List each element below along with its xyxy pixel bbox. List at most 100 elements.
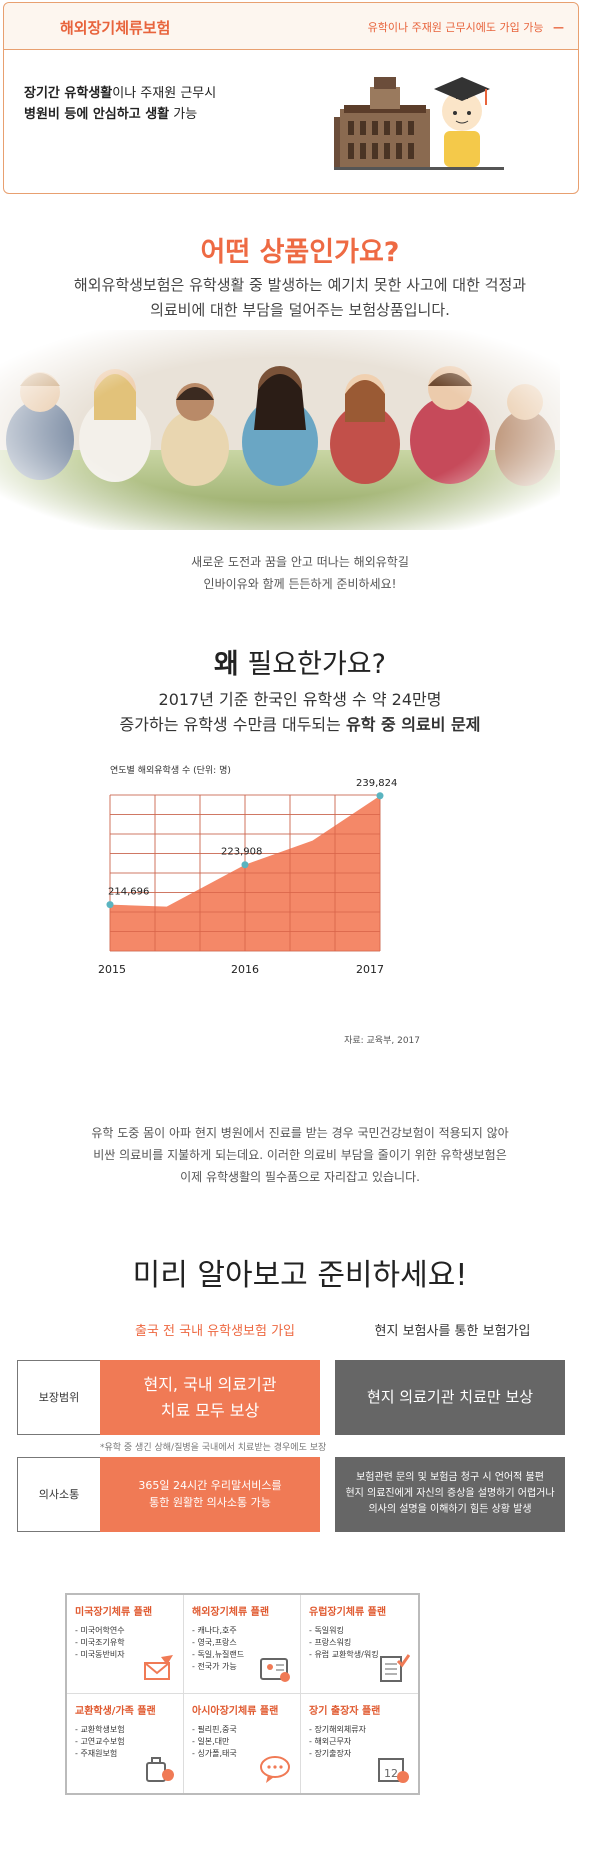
university-graduate-illustration — [334, 77, 504, 170]
communication-local-box: 보험관련 문의 및 보험금 청구 시 언어적 불편 현지 의료진에게 자신의 증… — [335, 1457, 565, 1532]
chart-x-tick-label: 2016 — [231, 963, 259, 976]
chart-point — [241, 861, 249, 869]
communication-domestic-box: 365일 24시간 우리말서비스를 통한 원활한 의사소통 가능 — [100, 1457, 320, 1532]
desc-line1-rest: 이나 주재원 근무시 — [112, 86, 217, 101]
plan-item: 전국가 가능 — [192, 1661, 244, 1673]
students-photo — [0, 330, 560, 530]
plan-item: 미국동반비자 — [75, 1649, 124, 1661]
plan-item: 캐나다,호주 — [192, 1625, 244, 1637]
id-card-icon — [258, 1653, 292, 1685]
plan-item: 교환학생보험 — [75, 1724, 124, 1736]
product-desc-line1: 해외유학생보험은 유학생활 중 발생하는 예기치 못한 사고에 대한 걱정과 — [73, 276, 527, 294]
coverage-note: *유학 중 생긴 상해/질병을 국내에서 치료받는 경우에도 보장 — [100, 1443, 327, 1453]
plan-title: 장기 출장자 플랜 — [309, 1706, 381, 1717]
minus-icon[interactable]: — — [553, 21, 564, 34]
plan-item: 고연교수보험 — [75, 1736, 124, 1748]
top-card: 해외장기체류보험 유학이나 주재원 근무시에도 가입 가능 — 장기간 유학생활… — [3, 2, 579, 194]
chart-x-tick-label: 2015 — [98, 963, 126, 976]
section-compare-title: 미리 알아보고 준비하세요! — [132, 1258, 468, 1293]
students-area-chart: 연도별 해외유학생 수 (단위: 명) 214,696 223,908 239,82… — [98, 764, 420, 1046]
row-label-communication: 의사소통 — [17, 1457, 101, 1532]
chart-point — [106, 901, 114, 909]
plan-item: 주재원보험 — [75, 1748, 125, 1760]
why-desc-line2-bold: 유학 중 의료비 문제 — [345, 715, 481, 734]
chart-x-tick-label: 2017 — [356, 963, 384, 976]
compare-col-local: 현지 보험사를 통한 보험가입 — [374, 1324, 531, 1339]
plan-title: 해외장기체류 플랜 — [192, 1607, 270, 1618]
product-caption-line2: 인바이유와 함께 든든하게 준비하세요! — [203, 577, 397, 591]
plan-card[interactable]: 교환학생/가족 플랜교환학생보험고연교수보험주재원보험 — [67, 1694, 184, 1793]
svg-text:12: 12 — [384, 1767, 398, 1780]
chart-x-labels: 2015 2016 2017 — [98, 963, 384, 976]
top-card-subtitle: 유학이나 주재원 근무시에도 가입 가능 — — [368, 19, 564, 35]
plan-item: 영국,프랑스 — [192, 1637, 244, 1649]
coverage-local-box: 현지 의료기관 치료만 보상 — [335, 1360, 565, 1435]
communication-domestic-line1: 365일 24시간 우리말서비스를 — [138, 1479, 282, 1492]
chart-data-label: 239,824 — [356, 778, 397, 789]
why-title-bold: 왜 — [214, 649, 239, 680]
plan-items: 미국어학연수미국조기유학미국동반비자 — [75, 1625, 124, 1661]
communication-local-line3: 의사의 설명을 이해하기 힘든 상황 발생 — [368, 1504, 532, 1515]
plan-item: 독일,뉴질랜드 — [192, 1649, 244, 1661]
product-desc-line2: 의료비에 대한 부담을 덜어주는 보험상품입니다. — [150, 301, 450, 319]
checklist-icon — [376, 1653, 411, 1685]
plan-items: 독일워킹프랑스워킹유럽 교환학생/워킹 — [309, 1625, 379, 1661]
info-line1: 유학 도중 몸이 아파 현지 병원에서 진료를 받는 경우 국민건강보험이 적용… — [91, 1126, 509, 1140]
chat-bubble-icon — [258, 1753, 292, 1785]
communication-domestic-line2: 통한 원활한 의사소통 가능 — [149, 1496, 271, 1509]
section-why-description: 2017년 기준 한국인 유학생 수 약 24만명 증가하는 유학생 수만큼 대… — [0, 687, 600, 737]
row-label-coverage: 보장범위 — [17, 1360, 101, 1435]
section-info-text: 유학 도중 몸이 아파 현지 병원에서 진료를 받는 경우 국민건강보험이 적용… — [0, 1122, 600, 1188]
envelope-plane-icon — [141, 1653, 175, 1685]
plan-item: 유럽 교환학생/워킹 — [309, 1649, 378, 1661]
plan-item: 장기해외체류자 — [309, 1724, 366, 1736]
plan-item: 미국조기유학 — [75, 1637, 124, 1649]
compare-col-domestic: 출국 전 국내 유학생보험 가입 — [134, 1324, 296, 1339]
chart-point — [376, 792, 384, 800]
plan-item: 프랑스워킹 — [309, 1637, 379, 1649]
plan-item: 장기출장자 — [309, 1748, 366, 1760]
plan-item: 싱가폴,태국 — [192, 1748, 236, 1760]
communication-local-line1: 보험관련 문의 및 보험금 청구 시 언어적 불편 — [356, 1472, 544, 1483]
plan-title: 유럽장기체류 플랜 — [309, 1607, 387, 1618]
coverage-domestic-box: 현지, 국내 의료기관 치료 모두 보상 — [100, 1360, 320, 1435]
luggage-icon — [141, 1753, 175, 1785]
plan-item: 독일워킹 — [309, 1625, 379, 1637]
top-card-title: 해외장기체류보험 — [60, 19, 171, 37]
section-product-title: 어떤 상품인가요? — [200, 237, 400, 268]
chart-data-label: 214,696 — [108, 887, 149, 898]
chart-title: 연도별 해외유학생 수 (단위: 명) — [110, 764, 231, 776]
plan-item: 일본,대만 — [192, 1736, 237, 1748]
section-product-description: 해외유학생보험은 유학생활 중 발생하는 예기치 못한 사고에 대한 걱정과 의… — [0, 273, 600, 323]
why-desc-line2-rest: 증가하는 유학생 수만큼 대두되는 — [119, 715, 346, 734]
info-line3: 이제 유학생활의 필수품으로 자리잡고 있습니다. — [180, 1170, 420, 1184]
product-caption-line1: 새로운 도전과 꿈을 안고 떠나는 해외유학길 — [191, 555, 409, 569]
plan-card[interactable]: 장기 출장자 플랜장기해외체류자해외근무자장기출장자 12 — [301, 1694, 418, 1793]
info-line2: 비싼 의료비를 지불하게 되는데요. 이러한 의료비 부담을 줄이기 위한 유학… — [93, 1148, 507, 1162]
plan-card[interactable]: 아시아장기체류 플랜필리핀,중국일본,대만싱가폴,태국 — [184, 1694, 301, 1793]
plan-card[interactable]: 해외장기체류 플랜캐나다,호주영국,프랑스독일,뉴질랜드전국가 가능 — [184, 1595, 301, 1694]
why-desc-line1: 2017년 기준 한국인 유학생 수 약 24만명 — [158, 690, 442, 709]
communication-local-line2: 현지 의료진에게 자신의 증상을 설명하기 어렵거나 — [345, 1488, 555, 1499]
top-card-header[interactable]: 해외장기체류보험 유학이나 주재원 근무시에도 가입 가능 — — [4, 3, 578, 50]
plan-items: 필리핀,중국일본,대만싱가폴,태국 — [192, 1724, 237, 1760]
why-title-rest: 필요한가요? — [238, 649, 386, 680]
desc-line1-bold: 장기간 유학생활 — [24, 86, 113, 101]
chart-data-label: 223,908 — [221, 847, 262, 858]
plan-title: 교환학생/가족 플랜 — [75, 1706, 156, 1717]
plan-title: 아시아장기체류 플랜 — [192, 1706, 279, 1717]
plan-item: 미국어학연수 — [75, 1625, 124, 1637]
chart-source: 자료: 교육부, 2017 — [344, 1035, 420, 1046]
chart-points: 214,696 223,908 239,824 — [106, 778, 397, 909]
calendar-icon: 12 — [376, 1753, 410, 1785]
section-why-title: 왜 필요한가요? — [0, 642, 600, 681]
plan-title: 미국장기체류 플랜 — [75, 1607, 153, 1618]
plan-card[interactable]: 유럽장기체류 플랜독일워킹프랑스워킹유럽 교환학생/워킹 — [301, 1595, 418, 1694]
desc-line2-rest: 가능 — [169, 107, 198, 122]
plans-grid: 미국장기체류 플랜미국어학연수미국조기유학미국동반비자해외장기체류 플랜캐나다,… — [65, 1593, 420, 1795]
plan-item: 해외근무자 — [309, 1736, 366, 1748]
top-card-subtitle-text: 유학이나 주재원 근무시에도 가입 가능 — [367, 21, 544, 34]
plan-card[interactable]: 미국장기체류 플랜미국어학연수미국조기유학미국동반비자 — [67, 1595, 184, 1694]
chart-grid-overlay — [109, 794, 381, 952]
product-caption: 새로운 도전과 꿈을 안고 떠나는 해외유학길 인바이유와 함께 든든하게 준비… — [0, 551, 600, 595]
